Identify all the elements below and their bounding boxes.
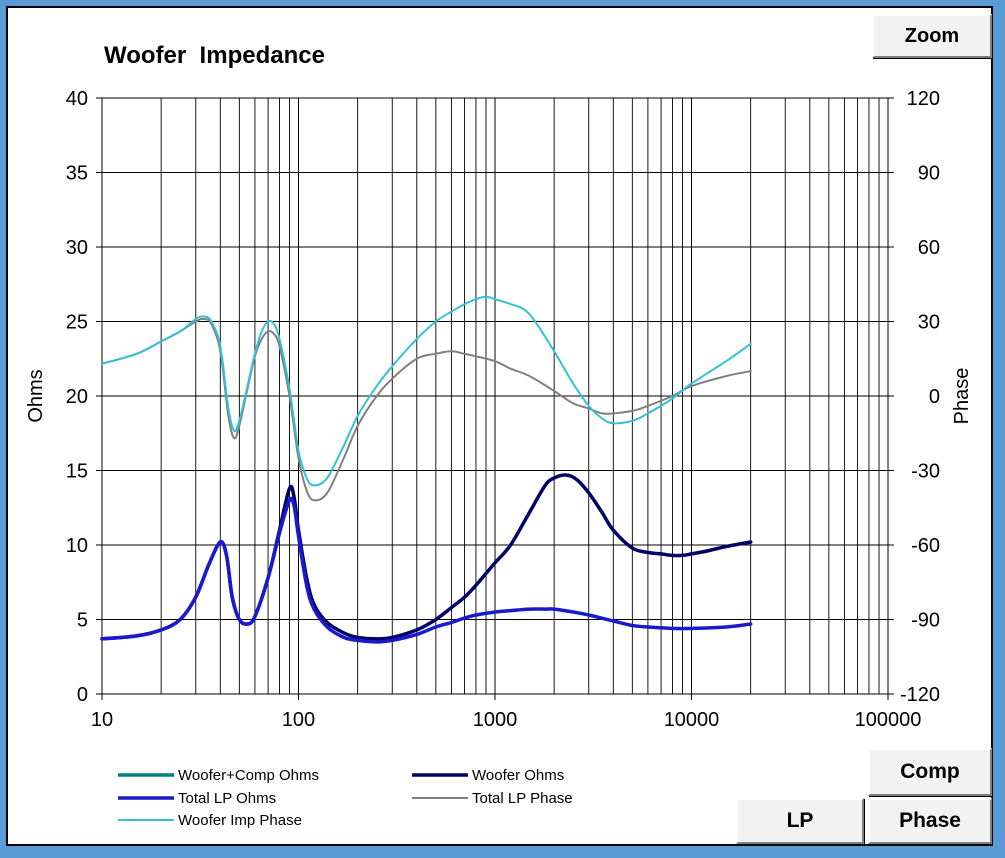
legend-label-total-lp-ohms: Total LP Ohms	[178, 790, 276, 807]
phase-button[interactable]: Phase	[868, 798, 992, 844]
comp-button[interactable]: Comp	[868, 748, 992, 796]
y2-tick-label: 90	[918, 163, 940, 185]
y2-tick-label: -90	[911, 610, 940, 632]
y-tick-label: 5	[77, 610, 88, 632]
legend-label-woofer-ohms: Woofer Ohms	[472, 767, 564, 784]
chart-panel: Woofer Impedance Ohms Phase 10 100 1000 100…	[6, 6, 993, 846]
y2-tick-label: 30	[918, 312, 940, 334]
x-tick-label: 10000	[664, 709, 720, 731]
lp-button[interactable]: LP	[736, 798, 864, 844]
y-tick-label: 35	[66, 163, 88, 185]
series-line-total-lp-ohms	[100, 496, 753, 644]
x-tick-label: 100	[282, 709, 315, 731]
series-line-woofer-ohms	[100, 473, 753, 641]
y2-tick-label: -30	[911, 461, 940, 483]
y2-tick-label: -60	[911, 535, 940, 557]
y-axis-label: Ohms	[25, 369, 47, 422]
y-tick-label: 0	[77, 684, 88, 706]
y-tick-label: 20	[66, 386, 88, 408]
chart-title: Woofer Impedance	[104, 42, 325, 69]
y2-tick-label: 60	[918, 237, 940, 259]
y2-tick-label: -120	[900, 684, 940, 706]
y-tick-label: 25	[66, 312, 88, 334]
legend-label-woofer-imp-phase: Woofer Imp Phase	[178, 812, 302, 829]
y-tick-label: 15	[66, 461, 88, 483]
x-tick-label: 1000	[473, 709, 518, 731]
impedance-chart: Woofer Impedance Ohms Phase 10 100 1000 100…	[25, 42, 973, 829]
y2-tick-label: 120	[907, 88, 940, 110]
zoom-button[interactable]: Zoom	[872, 14, 992, 58]
legend-label-total-lp-phase: Total LP Phase	[472, 790, 573, 807]
y2-tick-label: 0	[929, 386, 940, 408]
y-tick-label: 30	[66, 237, 88, 259]
legend-label-woofer-comp-ohms: Woofer+Comp Ohms	[178, 767, 319, 784]
y-tick-label: 40	[66, 88, 88, 110]
y-tick-label: 10	[66, 535, 88, 557]
y2-axis-label: Phase	[951, 368, 973, 425]
x-tick-label: 10	[91, 709, 113, 731]
x-tick-label: 100000	[855, 709, 922, 731]
series-line-woofer-imp-phase	[101, 295, 752, 487]
